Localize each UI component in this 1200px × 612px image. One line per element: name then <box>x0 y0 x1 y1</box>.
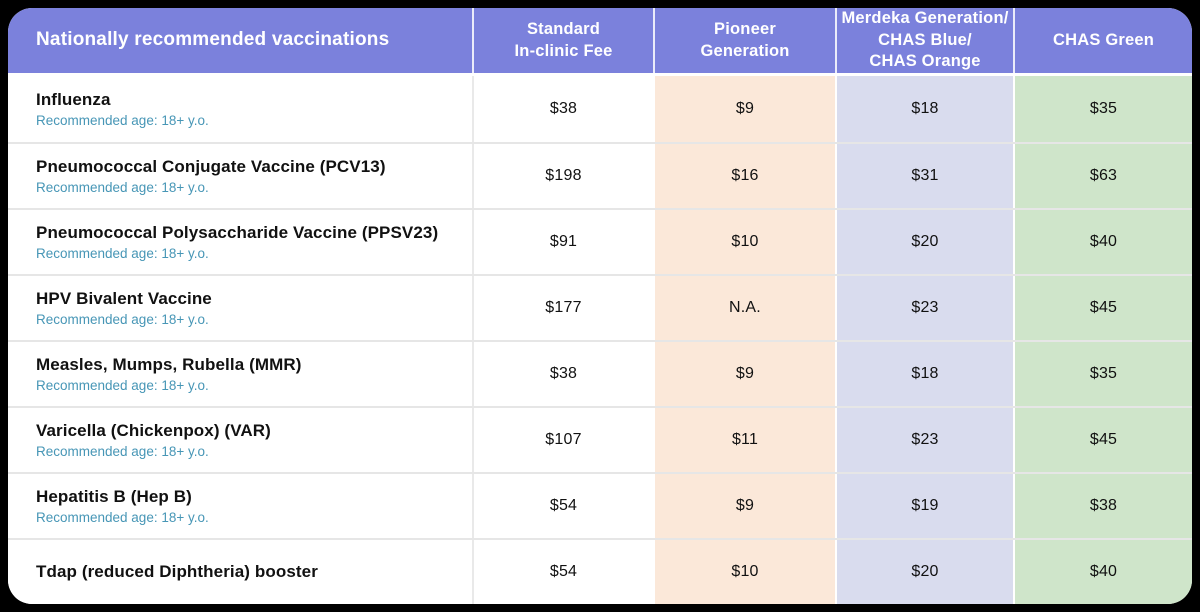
vaccine-name-cell: Tdap (reduced Diphtheria) booster <box>8 540 472 604</box>
pioneer-fee-cell: $10 <box>653 210 835 274</box>
table-header-row: Nationally recommended vaccinations Stan… <box>8 8 1192 76</box>
table-row-ppsv23: Pneumococcal Polysaccharide Vaccine (PPS… <box>8 208 1192 274</box>
standard-fee-cell: $38 <box>472 342 653 406</box>
vaccine-name: HPV Bivalent Vaccine <box>36 289 212 308</box>
merdeka-fee-cell: $20 <box>835 210 1013 274</box>
vaccine-name-cell: Varicella (Chickenpox) (VAR) Recommended… <box>8 408 472 472</box>
standard-fee-cell: $91 <box>472 210 653 274</box>
pioneer-fee-cell: $11 <box>653 408 835 472</box>
table-body: Influenza Recommended age: 18+ y.o. $38 … <box>8 76 1192 604</box>
merdeka-fee-cell: $23 <box>835 408 1013 472</box>
vaccine-name: Varicella (Chickenpox) (VAR) <box>36 421 271 440</box>
table-row-pcv13: Pneumococcal Conjugate Vaccine (PCV13) R… <box>8 142 1192 208</box>
recommended-age: Recommended age: 18+ y.o. <box>36 246 209 261</box>
standard-fee-cell: $198 <box>472 144 653 208</box>
chas-green-fee-cell: $45 <box>1013 408 1192 472</box>
chas-green-fee-cell: $63 <box>1013 144 1192 208</box>
merdeka-fee-cell: $31 <box>835 144 1013 208</box>
vaccine-name: Hepatitis B (Hep B) <box>36 487 192 506</box>
standard-fee-cell: $38 <box>472 76 653 142</box>
pioneer-fee-cell: $9 <box>653 342 835 406</box>
vaccine-name-cell: Measles, Mumps, Rubella (MMR) Recommende… <box>8 342 472 406</box>
vaccine-name: Tdap (reduced Diphtheria) booster <box>36 562 318 581</box>
recommended-age: Recommended age: 18+ y.o. <box>36 180 209 195</box>
chas-green-fee-cell: $40 <box>1013 540 1192 604</box>
table-row-influenza: Influenza Recommended age: 18+ y.o. $38 … <box>8 76 1192 142</box>
recommended-age: Recommended age: 18+ y.o. <box>36 510 209 525</box>
vaccine-name: Pneumococcal Conjugate Vaccine (PCV13) <box>36 157 386 176</box>
vaccination-pricing-table: Nationally recommended vaccinations Stan… <box>8 8 1192 604</box>
table-row-mmr: Measles, Mumps, Rubella (MMR) Recommende… <box>8 340 1192 406</box>
table-row-hepatitis-b: Hepatitis B (Hep B) Recommended age: 18+… <box>8 472 1192 538</box>
chas-green-fee-cell: $40 <box>1013 210 1192 274</box>
vaccine-name: Influenza <box>36 90 111 109</box>
header-pioneer-generation: Pioneer Generation <box>653 8 835 73</box>
recommended-age: Recommended age: 18+ y.o. <box>36 444 209 459</box>
vaccine-name: Measles, Mumps, Rubella (MMR) <box>36 355 302 374</box>
pioneer-fee-cell: $9 <box>653 474 835 538</box>
pioneer-fee-cell: $16 <box>653 144 835 208</box>
pioneer-fee-cell: N.A. <box>653 276 835 340</box>
merdeka-fee-cell: $20 <box>835 540 1013 604</box>
standard-fee-cell: $107 <box>472 408 653 472</box>
merdeka-fee-cell: $23 <box>835 276 1013 340</box>
vaccine-name-cell: Hepatitis B (Hep B) Recommended age: 18+… <box>8 474 472 538</box>
table-row-tdap: Tdap (reduced Diphtheria) booster $54 $1… <box>8 538 1192 604</box>
standard-fee-cell: $177 <box>472 276 653 340</box>
vaccine-name-cell: Pneumococcal Polysaccharide Vaccine (PPS… <box>8 210 472 274</box>
vaccine-name-cell: Influenza Recommended age: 18+ y.o. <box>8 76 472 142</box>
vaccine-name-cell: Pneumococcal Conjugate Vaccine (PCV13) R… <box>8 144 472 208</box>
pioneer-fee-cell: $10 <box>653 540 835 604</box>
vaccine-name-cell: HPV Bivalent Vaccine Recommended age: 18… <box>8 276 472 340</box>
header-chas-green: CHAS Green <box>1013 8 1192 73</box>
recommended-age: Recommended age: 18+ y.o. <box>36 378 209 393</box>
standard-fee-cell: $54 <box>472 474 653 538</box>
standard-fee-cell: $54 <box>472 540 653 604</box>
merdeka-fee-cell: $18 <box>835 342 1013 406</box>
pioneer-fee-cell: $9 <box>653 76 835 142</box>
recommended-age: Recommended age: 18+ y.o. <box>36 113 209 128</box>
table-row-hpv-bivalent: HPV Bivalent Vaccine Recommended age: 18… <box>8 274 1192 340</box>
chas-green-fee-cell: $35 <box>1013 342 1192 406</box>
chas-green-fee-cell: $38 <box>1013 474 1192 538</box>
table-row-varicella: Varicella (Chickenpox) (VAR) Recommended… <box>8 406 1192 472</box>
chas-green-fee-cell: $35 <box>1013 76 1192 142</box>
header-standard-fee: Standard In-clinic Fee <box>472 8 653 73</box>
header-merdeka-chas: Merdeka Generation/ CHAS Blue/ CHAS Oran… <box>835 8 1013 73</box>
recommended-age: Recommended age: 18+ y.o. <box>36 312 209 327</box>
merdeka-fee-cell: $18 <box>835 76 1013 142</box>
header-vaccinations: Nationally recommended vaccinations <box>36 29 390 51</box>
merdeka-fee-cell: $19 <box>835 474 1013 538</box>
vaccine-name: Pneumococcal Polysaccharide Vaccine (PPS… <box>36 223 439 242</box>
chas-green-fee-cell: $45 <box>1013 276 1192 340</box>
